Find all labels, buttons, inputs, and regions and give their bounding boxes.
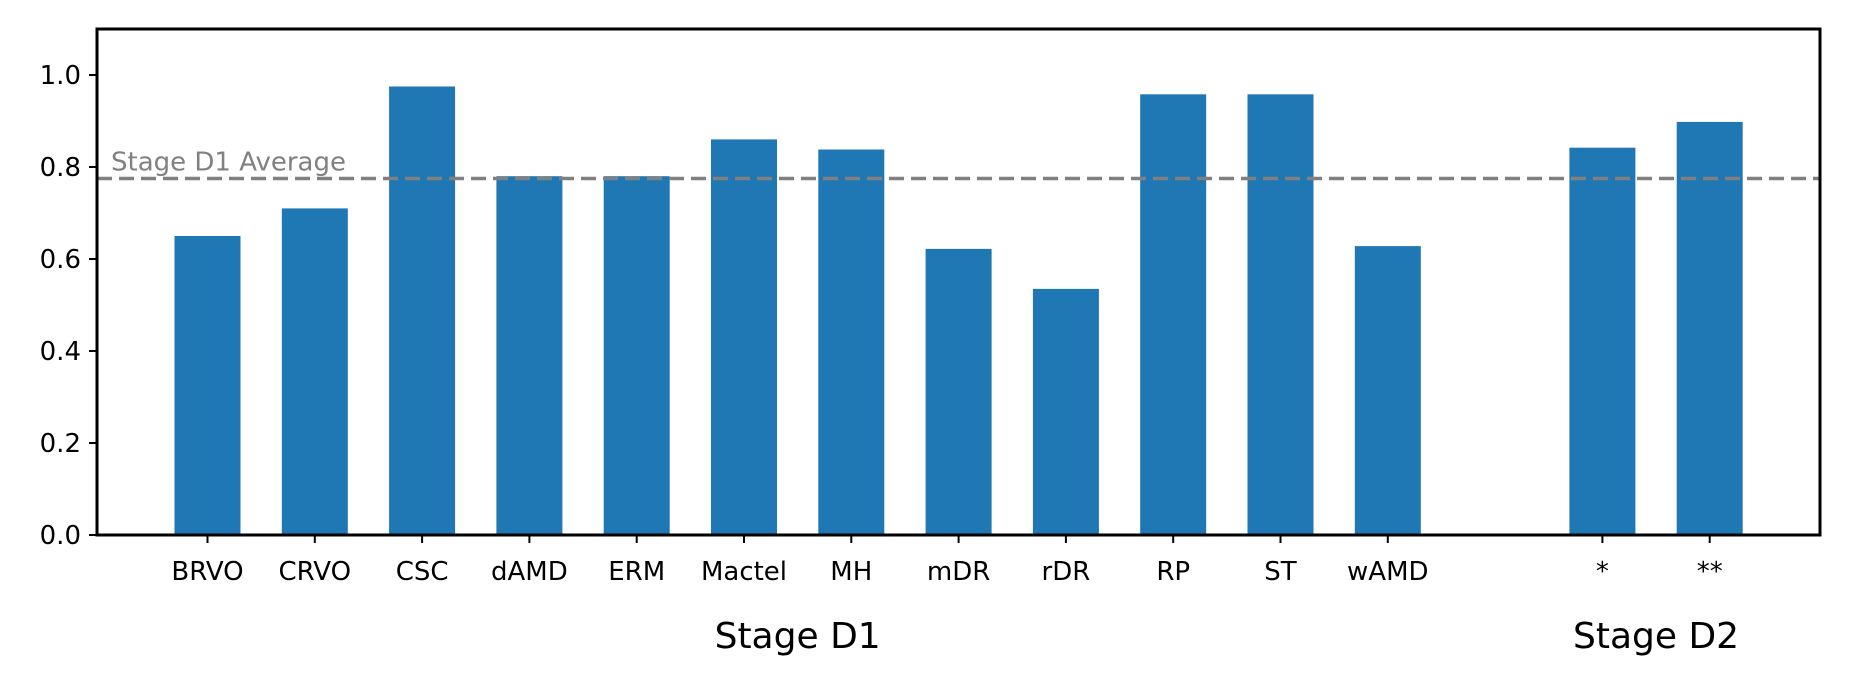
bar-csc: [389, 86, 456, 535]
x-tick-label-wamd: wAMD: [1347, 557, 1429, 587]
bar-brvo: [174, 236, 241, 535]
x-tick-label-star-2: **: [1697, 557, 1723, 587]
x-tick-label-rp: RP: [1156, 557, 1190, 587]
group-labels: Stage D1 Stage D2: [715, 616, 1740, 657]
x-tick-label-st: ST: [1264, 557, 1297, 587]
y-tick-label-0.0: 0.0: [40, 521, 81, 551]
y-tick-label-0.8: 0.8: [40, 153, 81, 183]
average-line-label: Stage D1 Average: [111, 148, 346, 178]
x-tick-label-csc: CSC: [396, 557, 449, 587]
x-tick-label-brvo: BRVO: [171, 557, 243, 587]
x-tick-label-crvo: CRVO: [279, 557, 352, 587]
x-tick-label-rdr: rDR: [1042, 557, 1091, 587]
bar-st: [1247, 94, 1314, 535]
y-tick-label-0.4: 0.4: [40, 337, 81, 367]
y-tick-label-0.6: 0.6: [40, 245, 81, 275]
x-tick-label-mdr: mDR: [927, 557, 990, 587]
bar-erm: [603, 176, 670, 535]
group-label-stage-d2: Stage D2: [1573, 616, 1739, 657]
bar-wamd: [1354, 246, 1421, 535]
y-tick-label-1.0: 1.0: [40, 61, 81, 91]
bars-layer: [174, 86, 1743, 536]
x-tick-label-erm: ERM: [608, 557, 665, 587]
x-tick-label-damd: dAMD: [491, 557, 568, 587]
x-axis: BRVO CRVO CSC dAMD ERM Mactel MH mDR rDR RP ST wAMD…: [171, 535, 1723, 587]
bar-damd: [496, 176, 563, 535]
bar-crvo: [281, 208, 348, 535]
x-tick-label-mactel: Mactel: [701, 557, 787, 587]
bar-star-2: [1676, 121, 1743, 536]
bar-star-1: [1569, 147, 1636, 535]
bar-rp: [1140, 94, 1207, 535]
bar-mdr: [925, 248, 992, 535]
y-axis: 0.0 0.2 0.4 0.6 0.8 1.0: [40, 61, 97, 551]
y-tick-label-0.2: 0.2: [40, 429, 81, 459]
bar-mh: [818, 149, 885, 535]
bar-rdr: [1032, 288, 1099, 535]
bar-mactel: [711, 139, 777, 535]
reference-line-layer: Stage D1 Average: [97, 148, 1820, 181]
x-tick-label-mh: MH: [830, 557, 872, 587]
x-tick-label-star-1: *: [1596, 557, 1609, 587]
group-label-stage-d1: Stage D1: [715, 616, 881, 657]
